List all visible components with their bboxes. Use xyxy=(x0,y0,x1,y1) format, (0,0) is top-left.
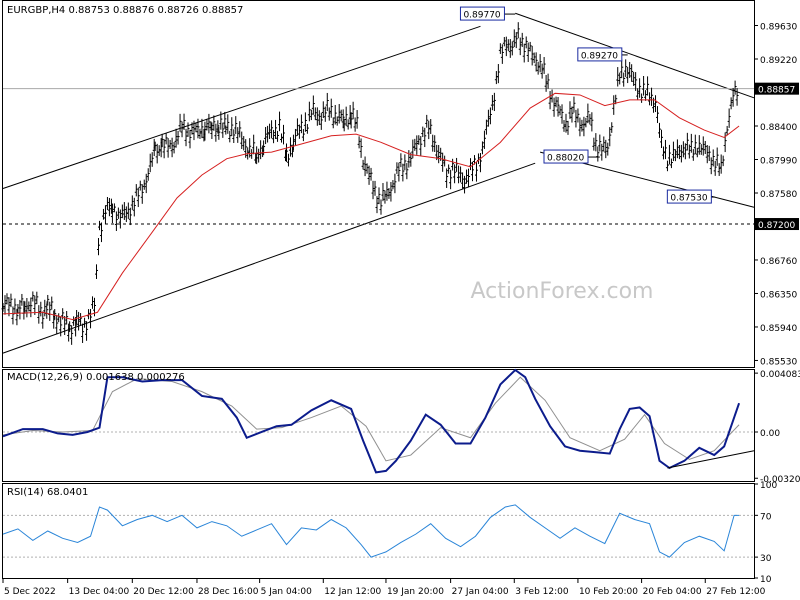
annotation-box xyxy=(459,6,505,21)
current-price-box xyxy=(755,82,799,95)
current-price-label: 0.88857 xyxy=(758,86,795,96)
x-tick-label: 13 Dec 04:00 xyxy=(69,587,130,597)
x-tick-label: 28 Dec 16:00 xyxy=(198,587,259,597)
y-tick-label: -0.003209 xyxy=(760,475,800,485)
annotation-label: 0.88020 xyxy=(547,154,584,164)
x-tick-label: 27 Feb 12:00 xyxy=(706,587,765,597)
x-tick-label: 20 Dec 12:00 xyxy=(133,587,194,597)
macd-layer: 0.004083 0.00 -0.003209 xyxy=(2,368,800,485)
support-label: 0.87200 xyxy=(758,221,795,231)
x-axis: 5 Dec 2022 13 Dec 04:00 20 Dec 12:00 28 Dec… xyxy=(2,579,766,597)
y-tick-label: 0.86760 xyxy=(760,257,797,267)
annotation-box xyxy=(577,47,623,62)
y-tick-label: 0.89630 xyxy=(760,23,797,33)
x-tick-label: 10 Feb 20:00 xyxy=(579,587,638,597)
y-tick-label: 10 xyxy=(760,575,772,585)
x-tick-label: 20 Feb 04:00 xyxy=(643,587,702,597)
x-tick-label: 12 Jan 12:00 xyxy=(324,587,381,597)
watermark: ActionForex.com xyxy=(471,279,654,304)
annotation-box xyxy=(666,189,712,204)
lower-channel-line xyxy=(2,162,536,354)
y-tick-label: 0.00 xyxy=(760,429,780,439)
falling-upper-line xyxy=(515,12,755,99)
y-tick-label: 0.004083 xyxy=(760,370,800,380)
price-layer: 0.89630 0.89220 0.88400 0.87990 0.87580 0.867… xyxy=(1,6,799,367)
rsi-layer: 100 70 30 10 xyxy=(2,481,777,585)
rsi-panel-title: RSI(14) 68.0401 xyxy=(7,487,88,498)
rsi-line xyxy=(2,504,740,558)
macd-line xyxy=(2,368,741,474)
y-tick-label: 0.87990 xyxy=(760,156,797,166)
rsi-panel-frame xyxy=(2,483,755,579)
x-tick-label: 5 Dec 2022 xyxy=(4,587,56,597)
annotation-label: 0.89770 xyxy=(463,11,500,21)
macd-panel-title: MACD(12,26,9) 0.001638 0.000276 xyxy=(7,372,185,383)
price-panel-frame xyxy=(2,0,755,368)
y-tick-label: 0.89220 xyxy=(760,56,797,66)
y-tick-label: 0.85530 xyxy=(760,357,797,367)
macd-trendline xyxy=(667,450,755,469)
x-tick-label: 19 Jan 20:00 xyxy=(387,587,444,597)
y-tick-label: 0.87580 xyxy=(760,190,797,200)
y-tick-label: 70 xyxy=(760,512,772,522)
y-tick-label: 0.86350 xyxy=(760,290,797,300)
y-tick-label: 0.85940 xyxy=(760,324,797,334)
x-tick-label: 3 Feb 12:00 xyxy=(515,587,569,597)
price-panel-title: EURGBP,H4 0.88753 0.88876 0.88726 0.8885… xyxy=(7,5,243,16)
annotation-label: 0.89270 xyxy=(581,51,618,61)
annotation-box xyxy=(543,149,589,164)
x-tick-label: 27 Jan 04:00 xyxy=(452,587,509,597)
x-tick-label: 5 Jan 04:00 xyxy=(261,587,313,597)
support-label-box xyxy=(755,218,799,231)
y-tick-label: 0.88400 xyxy=(760,123,797,133)
signal-line xyxy=(2,376,740,462)
moving-average-line xyxy=(2,92,740,321)
macd-panel-frame xyxy=(2,369,755,482)
y-tick-label: 100 xyxy=(760,481,777,491)
y-tick-label: 30 xyxy=(760,554,772,564)
annotation-label: 0.87530 xyxy=(670,194,707,204)
upper-channel-line xyxy=(2,25,481,189)
